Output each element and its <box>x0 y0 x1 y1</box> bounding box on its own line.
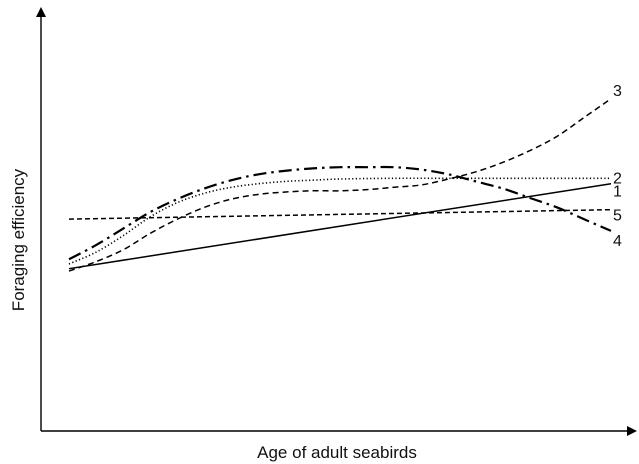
series-line-1 <box>68 182 612 270</box>
series-label-3: 3 <box>613 83 622 100</box>
x-axis-title: Age of adult seabirds <box>257 443 417 462</box>
series-label-5: 5 <box>613 208 622 225</box>
series-layer <box>68 98 612 272</box>
series-label-2: 2 <box>613 170 622 187</box>
series-label-1: 1 <box>613 184 622 201</box>
y-axis-title: Foraging efficiency <box>9 168 28 311</box>
series-line-5 <box>68 208 612 220</box>
series-line-3 <box>68 98 612 272</box>
axes <box>36 7 637 436</box>
series-label-4: 4 <box>613 233 622 250</box>
series-line-2 <box>68 177 611 265</box>
series-line-4 <box>68 165 612 261</box>
curve-label-layer: 12 3 4 5 <box>613 83 622 250</box>
